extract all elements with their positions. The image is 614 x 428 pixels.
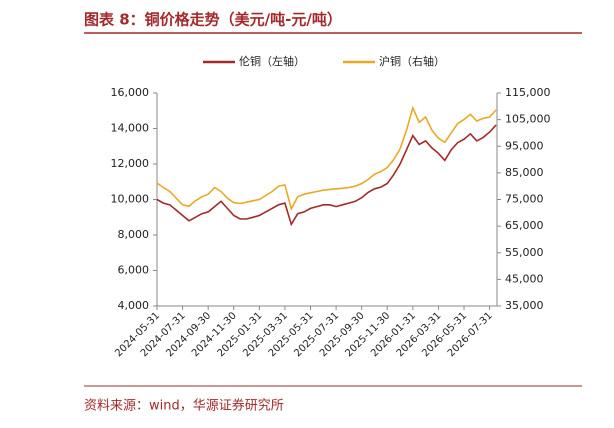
y2-tick-label: 55,000: [505, 246, 544, 259]
legend-label: 沪铜（右轴）: [379, 54, 445, 68]
y2-tick-label: 115,000: [505, 86, 551, 99]
y2-tick-label: 35,000: [505, 299, 544, 312]
y2-tick-label: 65,000: [505, 219, 544, 232]
y2-tick-label: 105,000: [505, 113, 551, 126]
y-tick-label: 4,000: [118, 299, 150, 312]
series-line: [156, 124, 497, 227]
y-tick-label: 10,000: [111, 193, 150, 206]
y-tick-label: 16,000: [111, 86, 150, 99]
source-note: 资料来源：wind，华源证券研究所: [84, 398, 284, 414]
y2-tick-label: 45,000: [505, 272, 544, 285]
y-tick-label: 8,000: [118, 228, 150, 241]
y-tick-label: 14,000: [111, 122, 150, 135]
y2-tick-label: 85,000: [505, 166, 544, 179]
legend-label: 伦铜（左轴）: [239, 54, 305, 68]
series-line: [156, 105, 497, 211]
y2-tick-label: 75,000: [505, 193, 544, 206]
y-tick-label: 6,000: [118, 264, 150, 277]
chart-title: 图表 8：铜价格走势（美元/吨-元/吨）: [84, 11, 342, 29]
y2-tick-label: 95,000: [505, 139, 544, 152]
y-tick-label: 12,000: [111, 157, 150, 170]
